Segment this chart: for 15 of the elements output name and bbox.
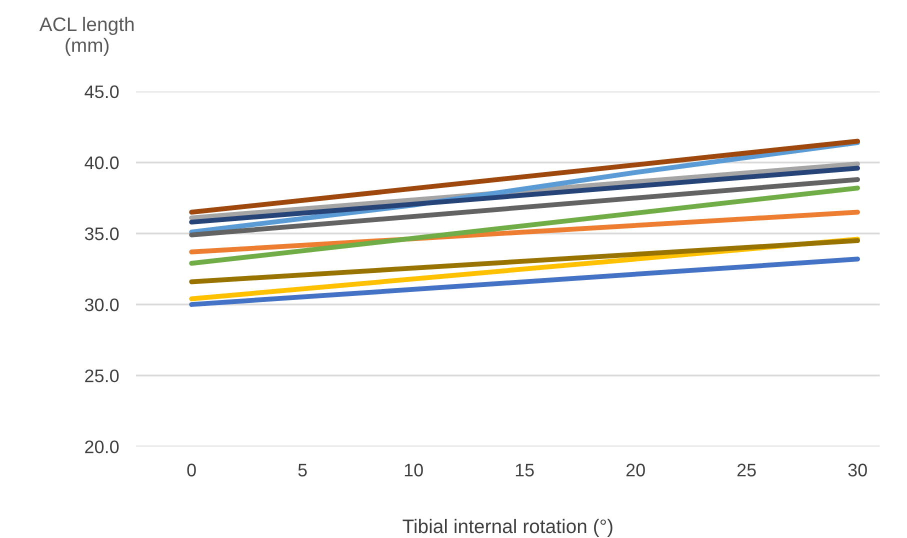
y-tick-label: 25.0	[85, 369, 119, 382]
x-tick-label: 10	[404, 464, 423, 476]
x-tick-label: 15	[516, 464, 534, 476]
x-tick-label: 30	[848, 464, 867, 476]
y-tick-label: 20.0	[85, 440, 119, 454]
x-tick-label: 0	[187, 464, 196, 476]
y-tick-label: 35.0	[84, 227, 119, 240]
y-tick-label: 45.0	[84, 85, 119, 98]
y-tick-label: 30.0	[84, 298, 119, 312]
x-tick-label: 5	[298, 464, 307, 476]
y-tick-label: 40.0	[84, 156, 119, 170]
x-axis-title: Tibial internal rotation (°)	[402, 518, 612, 538]
y-axis-title: ACL length (mm)	[39, 16, 134, 56]
x-tick-label: 25	[737, 464, 756, 476]
x-tick-label: 20	[626, 464, 645, 476]
